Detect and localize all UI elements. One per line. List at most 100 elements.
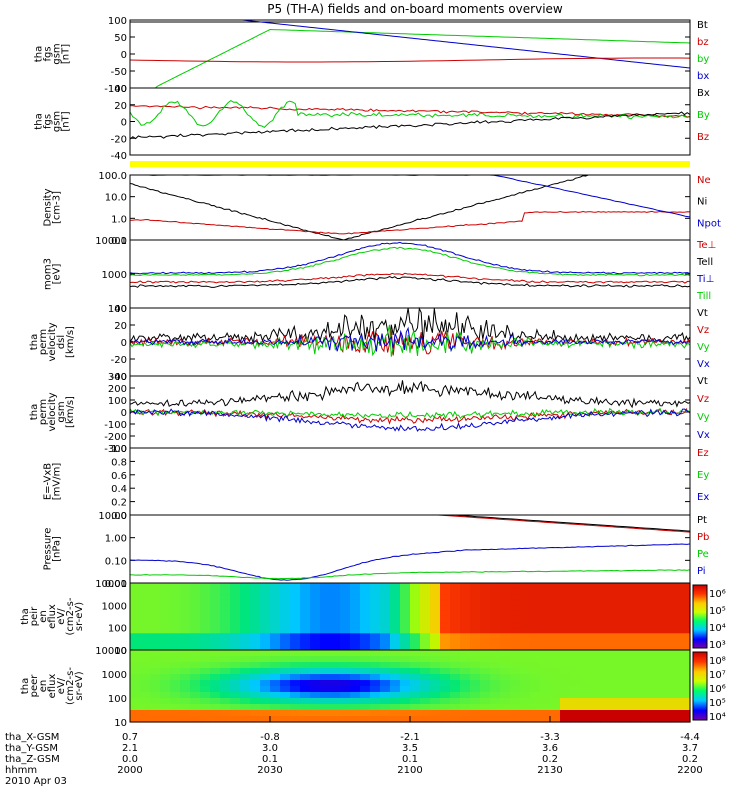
spectro-cell [320, 599, 331, 606]
spectro-cell [380, 698, 391, 705]
spectro-cell [410, 686, 421, 693]
spectro-cell [190, 704, 201, 711]
spectro-cell [570, 710, 581, 717]
spectro-cell [370, 656, 381, 663]
spectro-cell [220, 583, 231, 590]
spectro-cell [380, 686, 391, 693]
spectro-cell [550, 656, 561, 663]
spectro-cell [620, 644, 631, 651]
spectro-cell [380, 594, 391, 601]
spectro-cell [570, 605, 581, 612]
spectro-cell [270, 627, 281, 634]
spectro-cell [390, 710, 401, 717]
y-axis-label-line: tha [34, 46, 45, 62]
spectro-cell [660, 698, 671, 705]
spectro-cell [500, 616, 511, 623]
spectro-cell [570, 588, 581, 595]
spectro-cell [180, 605, 191, 612]
spectro-cell [230, 605, 241, 612]
spectro-cell [140, 622, 151, 629]
spectro-cell [630, 599, 641, 606]
spectro-cell [320, 668, 331, 675]
spectro-cell [510, 680, 521, 687]
spectro-cell [200, 616, 211, 623]
spectro-cell [150, 644, 161, 651]
spectro-cell [490, 633, 501, 640]
spectro-cell [580, 650, 591, 657]
spectro-cell [180, 583, 191, 590]
spectro-cell [190, 594, 201, 601]
spectro-cell [290, 605, 301, 612]
spectro-cell [220, 588, 231, 595]
spectro-cell [160, 716, 171, 723]
spectro-cell [160, 656, 171, 663]
spectro-cell [200, 662, 211, 669]
spectro-cell [260, 680, 271, 687]
spectro-cell [620, 680, 631, 687]
spectro-cell [140, 656, 151, 663]
spectro-cell [430, 656, 441, 663]
spectro-cell [350, 583, 361, 590]
spectro-cell [520, 583, 531, 590]
spectro-cell [520, 656, 531, 663]
spectro-cell [170, 668, 181, 675]
spectro-cell [380, 627, 391, 634]
spectro-cell [640, 638, 651, 645]
spectro-cell [650, 674, 661, 681]
spectro-cell [510, 692, 521, 699]
spectro-cell [250, 716, 261, 723]
spectro-cell [390, 610, 401, 618]
spectro-cell [260, 605, 271, 612]
spectro-cell [420, 686, 431, 693]
spectro-cell [200, 704, 211, 711]
spectro-cell [360, 616, 371, 623]
spectro-cell [540, 583, 551, 590]
spectro-cell [240, 588, 251, 595]
spectro-cell [630, 622, 641, 629]
spectro-cell [540, 588, 551, 595]
spectro-cell [660, 710, 671, 717]
spectro-cell [200, 692, 211, 699]
y-tick-label: 1000 [102, 601, 127, 612]
spectro-cell [230, 594, 241, 601]
spectro-cell [190, 674, 201, 681]
y-tick-label: -100 [104, 420, 127, 431]
spectro-cell [460, 644, 471, 651]
y-axis-label-line: dsl [56, 335, 67, 349]
spectro-cell [570, 686, 581, 693]
spectro-cell [590, 686, 601, 693]
spectro-cell [510, 633, 521, 640]
spectro-cell [250, 616, 261, 623]
spectro-cell [190, 627, 201, 634]
y-axis-label-line: gsm [56, 401, 67, 422]
spectro-cell [300, 644, 311, 651]
spectro-cell [280, 704, 291, 711]
spectro-cell [660, 594, 671, 601]
spectro-cell [230, 627, 241, 634]
spectro-cell [290, 644, 301, 651]
spectro-cell [240, 616, 251, 623]
spectro-cell [340, 686, 351, 693]
spectro-cell [240, 599, 251, 606]
spectro-cell [630, 610, 641, 618]
spectro-cell [380, 610, 391, 618]
spectro-cell [430, 716, 441, 723]
spectro-cell [560, 616, 571, 623]
spectro-cell [240, 662, 251, 669]
spectro-cell [330, 662, 341, 669]
spectro-cell [650, 680, 661, 687]
spectro-cell [680, 638, 691, 645]
spectro-cell [600, 644, 611, 651]
spectro-cell [150, 599, 161, 606]
spectro-cell [440, 605, 451, 612]
spectro-cell [240, 638, 251, 645]
spectro-cell [550, 594, 561, 601]
spectro-cell [380, 704, 391, 711]
spectro-cell [320, 616, 331, 623]
spectro-cell [430, 622, 441, 629]
spectro-cell [160, 692, 171, 699]
spectro-cell [310, 716, 321, 723]
spectro-cell [560, 698, 571, 705]
spectro-cell [210, 686, 221, 693]
